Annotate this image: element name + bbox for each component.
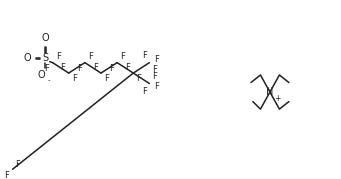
Text: O: O [23, 53, 31, 63]
Text: -: - [47, 77, 50, 83]
Text: F: F [154, 55, 160, 64]
Text: F: F [104, 74, 109, 83]
Text: F: F [152, 72, 157, 81]
Text: F: F [61, 63, 65, 72]
Text: O: O [41, 33, 49, 43]
Text: F: F [154, 82, 160, 91]
Text: F: F [4, 171, 9, 179]
Text: S: S [42, 53, 48, 63]
Text: F: F [44, 64, 49, 73]
Text: F: F [152, 65, 157, 74]
Text: F: F [125, 63, 130, 72]
Text: F: F [136, 74, 142, 83]
Text: F: F [72, 74, 77, 83]
Text: +: + [275, 94, 281, 103]
Text: F: F [88, 52, 93, 61]
Text: N: N [266, 87, 273, 97]
Text: F: F [56, 52, 61, 61]
Text: F: F [93, 63, 98, 72]
Text: O: O [38, 70, 45, 80]
Text: F: F [142, 87, 147, 96]
Text: F: F [120, 52, 125, 61]
Text: F: F [15, 160, 20, 169]
Text: F: F [142, 50, 147, 60]
Text: F: F [109, 64, 114, 73]
Text: F: F [77, 64, 81, 73]
